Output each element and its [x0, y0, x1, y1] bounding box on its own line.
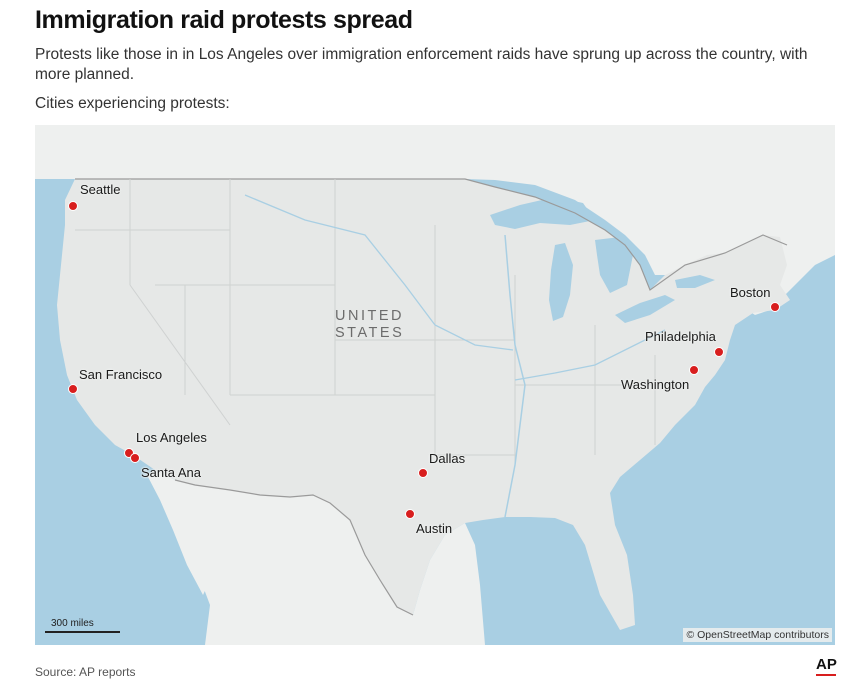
- city-marker-philadelphia[interactable]: [714, 347, 724, 357]
- river-ohio: [514, 329, 666, 381]
- city-label-santa-ana: Santa Ana: [141, 465, 201, 480]
- land-canada: [35, 125, 835, 315]
- city-marker-washington[interactable]: [689, 365, 699, 375]
- river-missouri: [244, 194, 514, 351]
- border-canada-us: [75, 178, 788, 291]
- city-label-los-angeles: Los Angeles: [136, 430, 207, 445]
- land-us: [57, 179, 790, 630]
- map-attribution[interactable]: © OpenStreetMap contributors: [683, 628, 832, 642]
- city-marker-san-francisco[interactable]: [68, 384, 78, 394]
- page-subtitle: Protests like those in in Los Angeles ov…: [35, 46, 808, 83]
- scale-label: 300 miles: [51, 618, 94, 629]
- city-marker-santa-ana[interactable]: [130, 453, 140, 463]
- city-label-austin: Austin: [416, 521, 453, 536]
- city-marker-dallas[interactable]: [418, 468, 428, 478]
- country-label-line1: UNITED: [335, 308, 404, 324]
- lake-michigan: [549, 243, 573, 321]
- state-lines: [75, 179, 675, 465]
- ap-logo: AP: [816, 656, 837, 676]
- city-label-dallas: Dallas: [429, 451, 466, 466]
- border-us-mexico: [174, 479, 414, 616]
- lake-huron: [595, 237, 633, 293]
- country-label-line2: STATES: [335, 325, 405, 341]
- source-note: Source: AP reports: [35, 665, 136, 679]
- city-label-philadelphia: Philadelphia: [645, 329, 716, 344]
- city-label-washington: Washington: [621, 377, 690, 392]
- land-baja: [147, 470, 210, 595]
- scale-bar: 300 miles: [45, 618, 120, 633]
- scale-line: [45, 631, 120, 633]
- country-label: UNITED STATES: [335, 308, 405, 342]
- city-label-seattle: Seattle: [80, 182, 121, 197]
- lake-erie: [615, 295, 675, 323]
- land-mexico: [155, 480, 485, 645]
- city-marker-austin[interactable]: [405, 509, 415, 519]
- city-marker-seattle[interactable]: [68, 201, 78, 211]
- city-marker-boston[interactable]: [770, 302, 780, 312]
- lake-ontario: [675, 275, 715, 288]
- river-mississippi: [504, 234, 526, 518]
- lake-superior: [490, 197, 595, 229]
- ap-logo-bar: [816, 674, 836, 676]
- city-label-boston: Boston: [730, 285, 771, 300]
- map-label: Cities experiencing protests:: [35, 95, 230, 112]
- basemap: [35, 125, 835, 645]
- city-label-san-francisco: San Francisco: [79, 367, 163, 382]
- page-title: Immigration raid protests spread: [35, 6, 413, 34]
- ap-logo-text: AP: [816, 656, 837, 673]
- map[interactable]: UNITED STATES Seattle San Francisco Los …: [35, 125, 835, 645]
